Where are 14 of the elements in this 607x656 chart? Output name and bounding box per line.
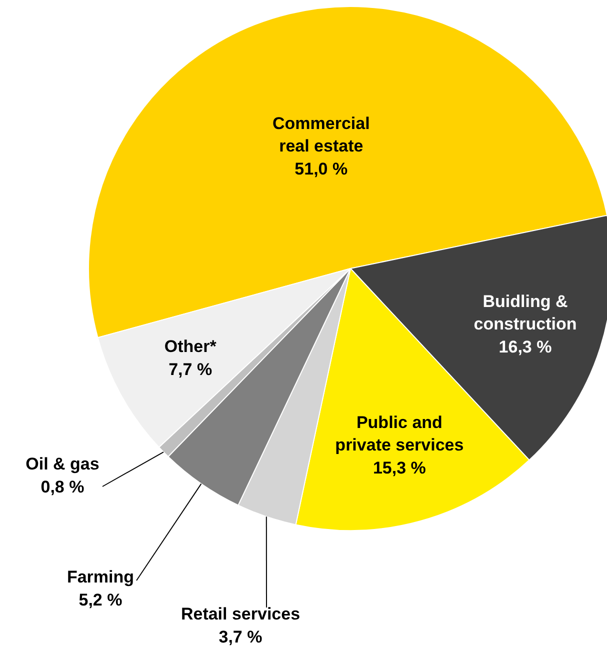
data-label: 7,7 % — [168, 360, 212, 379]
slice-label: Other* — [164, 336, 217, 356]
data-label: 16,3 % — [498, 337, 552, 356]
data-label: 0,8 % — [40, 477, 84, 496]
data-label: 3,7 % — [218, 627, 262, 646]
data-label: 15,3 % — [372, 458, 426, 478]
data-label: 5,2 % — [78, 590, 122, 610]
slice-label: Commercial real estate — [272, 114, 370, 156]
slice-label: Retail services — [180, 604, 300, 624]
slice-label: Buidling & construction — [474, 292, 577, 334]
slice-label: Farming — [66, 568, 134, 587]
slice-label: Public and private services — [335, 412, 464, 455]
data-label: 51,0 % — [294, 160, 348, 179]
slice-label: Oil & gas — [26, 454, 100, 474]
